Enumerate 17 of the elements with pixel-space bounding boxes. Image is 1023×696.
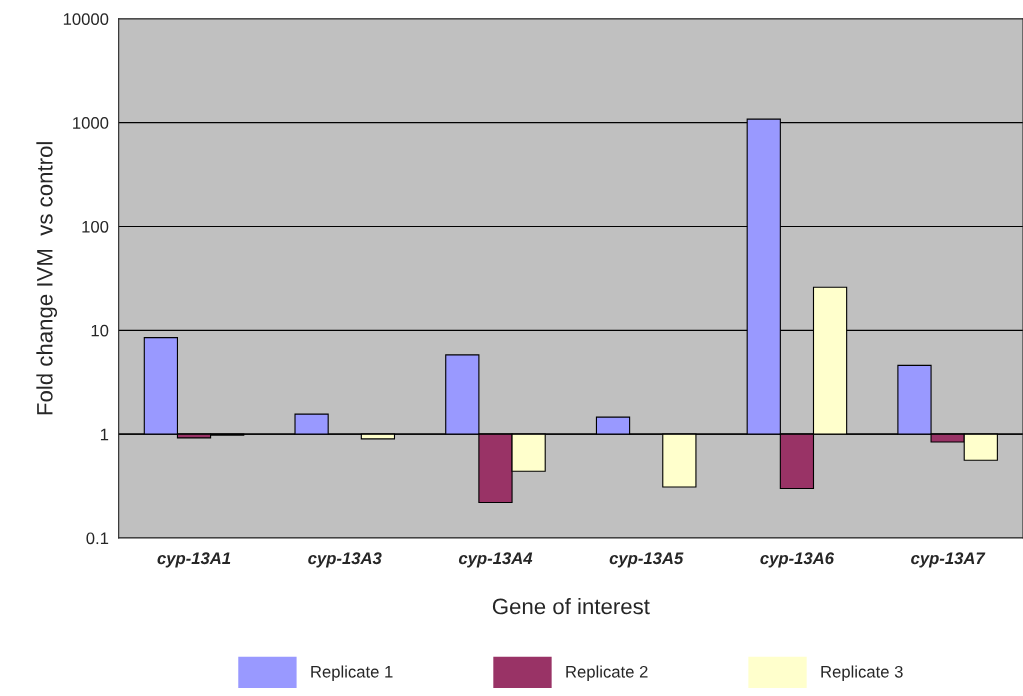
y-tick-label: 10000 xyxy=(63,13,109,25)
x-tick-label: cyp-13A6 xyxy=(760,552,835,568)
y-tick-label: 0.1 xyxy=(86,532,109,545)
y-tick-label: 10 xyxy=(91,324,109,337)
x-tick-label: cyp-13A1 xyxy=(157,552,231,568)
legend-label: Replicate 1 xyxy=(311,665,393,681)
y-tick-label: 1 xyxy=(100,428,109,441)
y-tick-label: 1000 xyxy=(73,117,109,129)
x-tick-label: cyp-13A4 xyxy=(458,552,533,568)
y-axis-title: Fold change IVM vs control xyxy=(36,142,58,415)
x-tick-label: cyp-13A3 xyxy=(308,552,382,568)
legend-label: Replicate 3 xyxy=(821,665,903,681)
legend-label: Replicate 2 xyxy=(566,665,648,681)
y-tick-label: 100 xyxy=(82,220,109,233)
x-tick-label: cyp-13A7 xyxy=(911,552,986,568)
x-tick-label: cyp-13A5 xyxy=(609,552,684,568)
x-axis-title: Gene of interest xyxy=(492,597,650,615)
